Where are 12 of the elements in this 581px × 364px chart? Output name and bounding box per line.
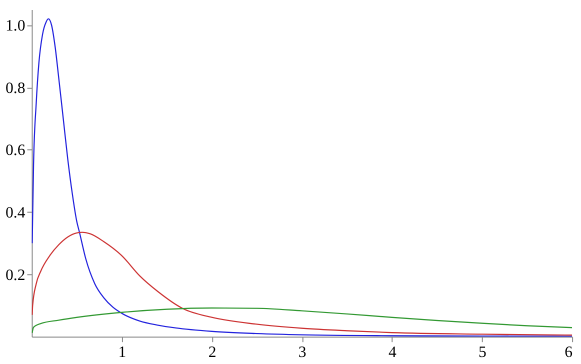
y-tick-label: 0.6 <box>5 142 26 160</box>
line-series <box>32 307 572 334</box>
x-tick-label: 3 <box>298 344 306 362</box>
y-tick-label: 0.4 <box>5 204 26 222</box>
y-tick-label: 1.0 <box>5 18 26 35</box>
x-tick-label: 1 <box>118 344 126 362</box>
y-tick-label: 0.2 <box>5 266 26 284</box>
y-tick-label: 0.8 <box>5 80 26 97</box>
x-tick-label: 5 <box>478 344 487 362</box>
x-tick-label: 2 <box>208 344 216 362</box>
x-tick-label: 4 <box>388 344 396 362</box>
x-tick-label: 6 <box>564 344 573 362</box>
